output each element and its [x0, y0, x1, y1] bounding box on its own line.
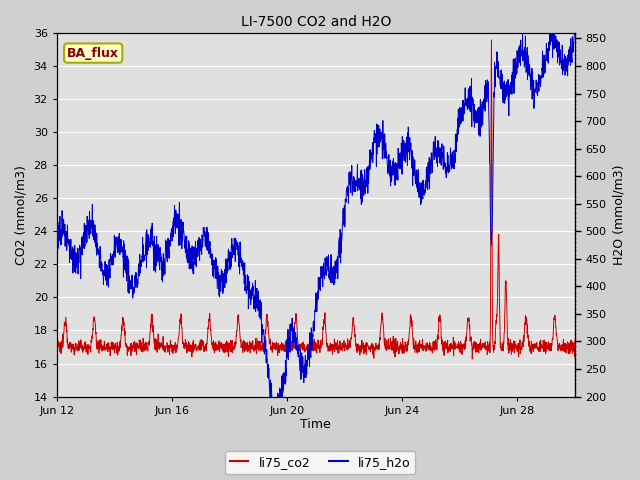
- Title: LI-7500 CO2 and H2O: LI-7500 CO2 and H2O: [241, 15, 391, 29]
- Text: BA_flux: BA_flux: [67, 47, 119, 60]
- Legend: li75_co2, li75_h2o: li75_co2, li75_h2o: [225, 451, 415, 474]
- Y-axis label: H2O (mmol/m3): H2O (mmol/m3): [612, 165, 625, 265]
- Y-axis label: CO2 (mmol/m3): CO2 (mmol/m3): [15, 165, 28, 264]
- X-axis label: Time: Time: [301, 419, 332, 432]
